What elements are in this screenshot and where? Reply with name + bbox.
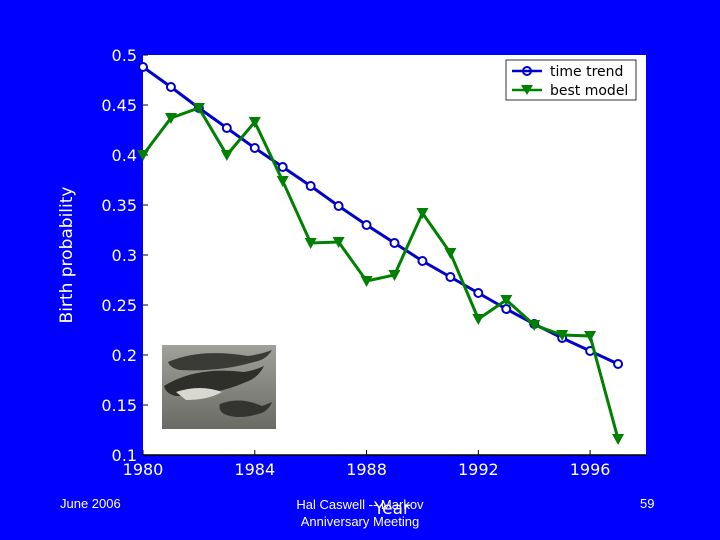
data-point-time-trend bbox=[221, 123, 232, 133]
data-point-time-trend bbox=[249, 143, 260, 153]
data-point-time-trend bbox=[277, 162, 288, 172]
page-number: 59 bbox=[640, 496, 655, 511]
data-point-time-trend bbox=[389, 238, 400, 248]
y-tick-label: 0.3 bbox=[112, 246, 137, 265]
data-point-time-trend bbox=[613, 359, 624, 369]
data-point-best-model bbox=[360, 276, 373, 287]
data-point-best-model bbox=[388, 270, 401, 281]
data-point-time-trend bbox=[445, 272, 456, 282]
x-axis-ticks: 1980 1984 1988 1992 1996 bbox=[123, 450, 611, 479]
data-point-best-model bbox=[528, 320, 541, 331]
data-point-best-model bbox=[137, 150, 149, 161]
data-point-best-model bbox=[444, 248, 457, 259]
data-point-best-model bbox=[612, 434, 625, 445]
data-point-best-model bbox=[500, 295, 513, 306]
y-tick-label: 0.1 bbox=[112, 446, 137, 465]
legend: time trend best model bbox=[505, 59, 637, 101]
x-tick-label: 1988 bbox=[346, 460, 387, 479]
x-tick-label: 1996 bbox=[570, 460, 611, 479]
footer-author-line2: Anniversary Meeting bbox=[300, 514, 420, 529]
data-point-best-model bbox=[276, 176, 289, 187]
data-point-time-trend bbox=[501, 304, 512, 314]
footer-date: June 2006 bbox=[60, 496, 121, 511]
whales-photo bbox=[162, 345, 276, 429]
x-tick-label: 1980 bbox=[123, 460, 164, 479]
footer-author: Hal Caswell -- Markov Anniversary Meetin… bbox=[270, 496, 450, 530]
data-point-time-trend bbox=[165, 82, 176, 92]
data-point-best-model bbox=[416, 208, 429, 219]
y-tick-label: 0.15 bbox=[101, 396, 137, 415]
data-point-best-model bbox=[220, 150, 233, 161]
x-tick-label: 1984 bbox=[234, 460, 275, 479]
x-axis-title: Year bbox=[373, 499, 410, 519]
y-tick-label: 0.4 bbox=[112, 146, 137, 165]
data-point-time-trend bbox=[333, 201, 344, 211]
data-point-time-trend bbox=[417, 256, 428, 266]
footer-author-line1: Hal Caswell -- Markov bbox=[296, 497, 424, 512]
data-point-time-trend bbox=[305, 181, 316, 191]
legend-label-time-trend: time trend bbox=[550, 64, 623, 80]
y-tick-label: 0.25 bbox=[101, 296, 137, 315]
y-tick-label: 0.45 bbox=[101, 96, 137, 115]
series-layer bbox=[137, 62, 625, 445]
data-point-time-trend bbox=[473, 288, 484, 298]
y-axis-title: Birth probability bbox=[57, 187, 77, 324]
data-point-best-model bbox=[192, 103, 205, 114]
legend-label-best-model: best model bbox=[550, 83, 628, 99]
y-tick-label: 0.5 bbox=[112, 46, 137, 65]
y-tick-label: 0.35 bbox=[101, 196, 137, 215]
x-tick-label: 1992 bbox=[458, 460, 499, 479]
data-point-best-model bbox=[332, 237, 345, 248]
y-tick-label: 0.2 bbox=[112, 346, 137, 365]
data-point-best-model bbox=[304, 238, 317, 249]
data-point-best-model bbox=[164, 113, 177, 124]
data-point-best-model bbox=[248, 117, 261, 128]
series-line-best-model bbox=[141, 106, 620, 440]
data-point-best-model bbox=[472, 314, 485, 325]
data-point-time-trend bbox=[361, 220, 372, 230]
data-point-time-trend bbox=[138, 62, 148, 72]
data-point-best-model bbox=[584, 331, 597, 342]
legend-marker-time-trend bbox=[522, 66, 532, 76]
legend-marker-best-model bbox=[521, 85, 533, 95]
y-axis-ticks: 0.1 0.15 0.2 0.25 0.3 0.35 0.4 0.45 0.5 bbox=[101, 46, 148, 465]
data-point-best-model bbox=[556, 330, 569, 341]
